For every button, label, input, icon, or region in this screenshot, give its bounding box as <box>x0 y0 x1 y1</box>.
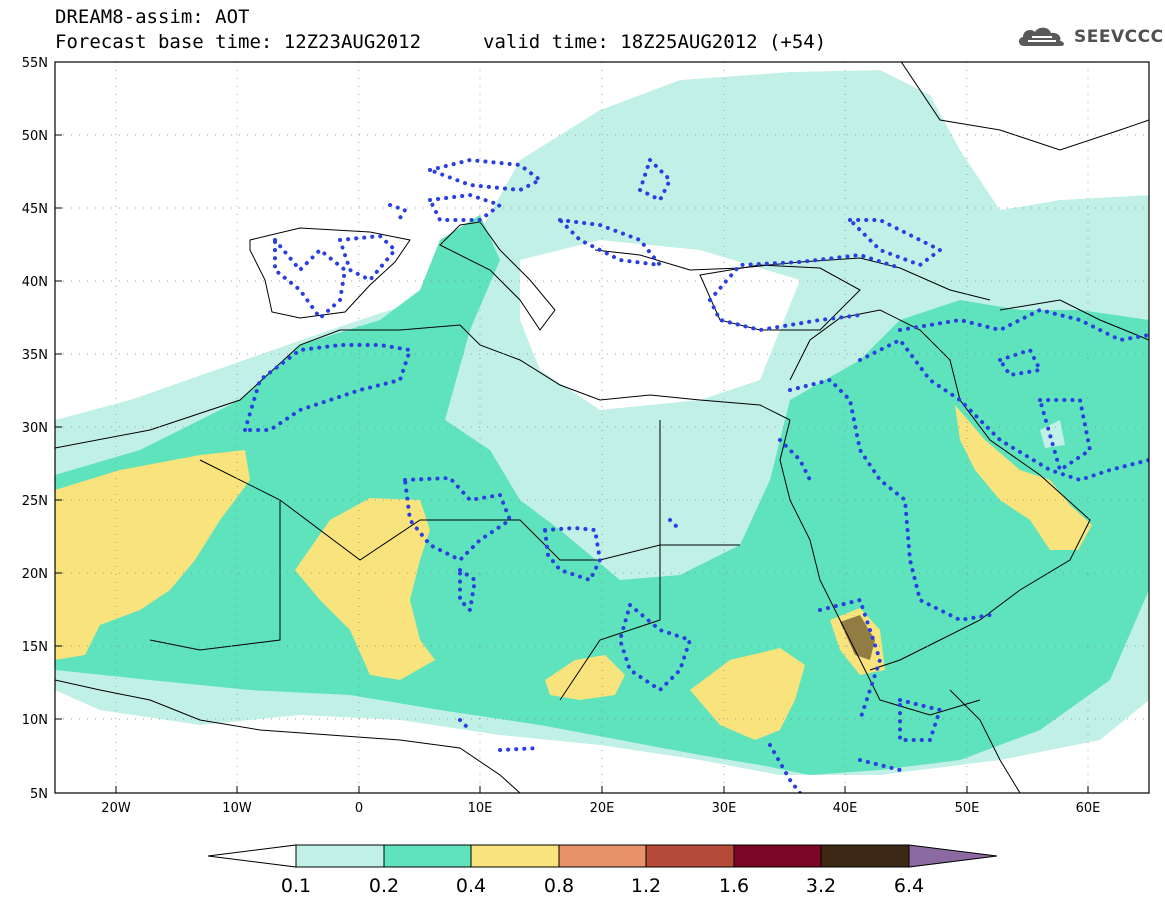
colorbar-swatch <box>470 844 560 868</box>
lat-label: 40N <box>22 275 48 290</box>
lat-label: 45N <box>22 202 48 217</box>
colorbar-swatch <box>645 844 735 868</box>
lat-label: 20N <box>22 567 48 582</box>
colorbar-swatch <box>820 844 910 868</box>
colorbar-swatch <box>383 844 472 868</box>
lat-label: 55N <box>22 56 48 71</box>
lon-label: 20W <box>101 801 131 816</box>
colorbar-over-arrow <box>908 844 998 868</box>
aot-field-0-4-sudan <box>690 648 805 740</box>
aot-field-0-1-southwest <box>1040 420 1065 448</box>
axis-ticks <box>55 61 1089 793</box>
colorbar-label: 0.2 <box>369 875 399 897</box>
logo-text: SEEVCCC <box>1074 27 1164 47</box>
forecast-base-time: Forecast base time: 12Z23AUG2012 <box>55 31 422 53</box>
colorbar: 0.1 0.2 0.4 0.8 1.2 1.6 3.2 6.4 <box>207 844 998 897</box>
colorbar-label: 0.1 <box>281 875 311 897</box>
aot-fields <box>55 62 1149 775</box>
valid-time: valid time: 18Z25AUG2012 (+54) <box>483 31 827 53</box>
colorbar-swatch <box>558 844 647 868</box>
aot-field-0-4-mali <box>295 498 435 680</box>
aot-field-0-4-westsahara <box>55 450 250 660</box>
colorbar-under-arrow <box>207 844 297 868</box>
latitude-labels: 55N 50N 45N 40N 35N 30N 25N 20N 15N 10N … <box>22 56 48 802</box>
lon-label: 10W <box>222 801 252 816</box>
colorbar-label: 3.2 <box>806 875 836 897</box>
lat-label: 5N <box>30 787 48 802</box>
lat-label: 25N <box>22 494 48 509</box>
lat-label: 30N <box>22 421 48 436</box>
colorbar-swatch <box>733 844 822 868</box>
seevccc-logo: SEEVCCC <box>1016 24 1164 50</box>
aot-field-0-4-chad <box>545 655 625 700</box>
colorbar-label: 0.4 <box>456 875 486 897</box>
aot-contours <box>242 156 1149 793</box>
longitude-labels: 20W 10W 0 10E 20E 30E 40E 50E 60E <box>101 801 1100 816</box>
lon-label: 40E <box>833 801 858 816</box>
lat-label: 10N <box>22 713 48 728</box>
colorbar-swatch <box>295 844 385 868</box>
lat-label: 15N <box>22 640 48 655</box>
aot-field-0-8-patch <box>840 615 875 660</box>
lat-label: 35N <box>22 348 48 363</box>
lon-label: 10E <box>468 801 493 816</box>
lat-label: 50N <box>22 129 48 144</box>
aot-gap-north <box>55 62 1149 420</box>
map-title: DREAM8-assim: AOT <box>55 6 250 28</box>
colorbar-label: 6.4 <box>894 875 924 897</box>
colorbar-label: 1.6 <box>719 875 749 897</box>
lon-label: 50E <box>955 801 980 816</box>
cloud-icon <box>1018 27 1064 46</box>
lon-label: 20E <box>590 801 615 816</box>
lon-label: 60E <box>1076 801 1101 816</box>
lon-label: 0 <box>355 801 363 816</box>
colorbar-label: 0.8 <box>544 875 574 897</box>
colorbar-label: 1.2 <box>631 875 661 897</box>
aot-field-0-4-gulf <box>955 405 1092 550</box>
lon-label: 30E <box>712 801 737 816</box>
aot-gap-med <box>520 240 800 410</box>
